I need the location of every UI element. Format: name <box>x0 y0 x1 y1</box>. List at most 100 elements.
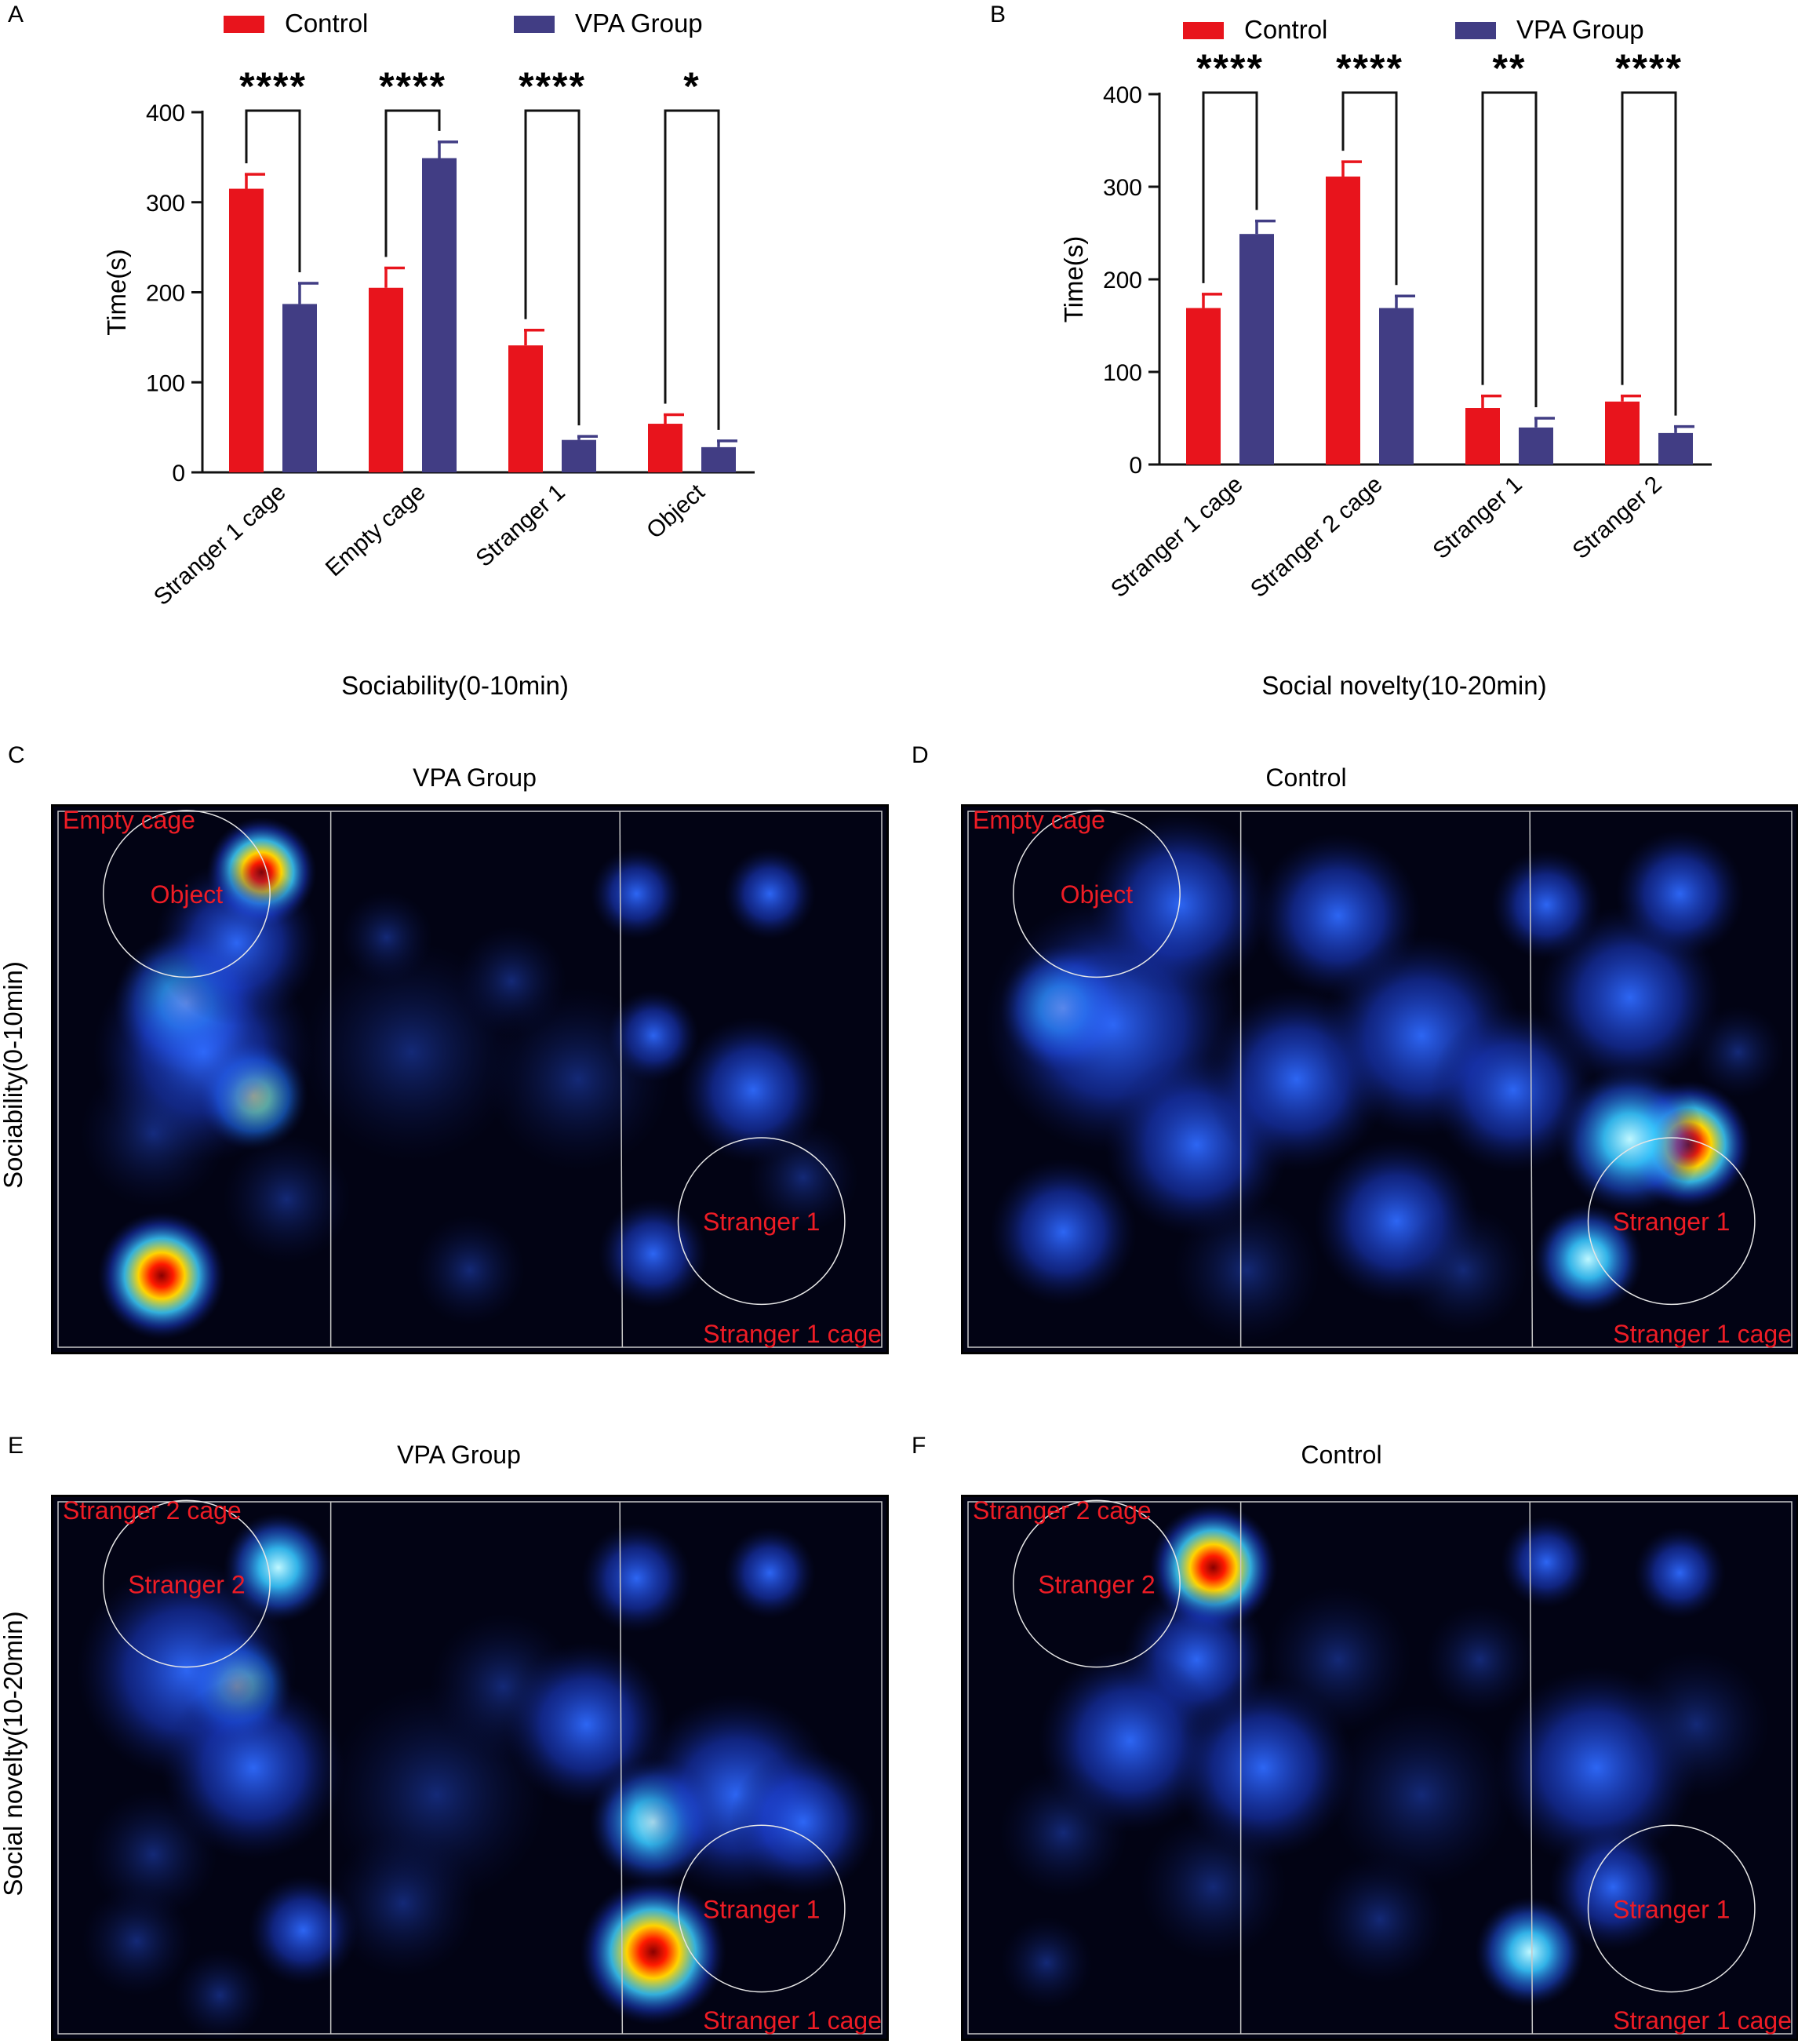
chamber-divider <box>1529 1501 1534 2035</box>
heatmap-density <box>985 813 1785 1344</box>
arena-outline <box>967 811 1793 1348</box>
y-axis-title: Time(s) <box>1059 236 1088 323</box>
significance-stars: **** <box>519 64 586 108</box>
bottom-cage-label: Stranger 1 cage <box>703 1320 882 1348</box>
significance-stars: **** <box>1196 46 1264 90</box>
legend-label: Control <box>1244 15 1327 44</box>
x-category-label: Stranger 2 <box>1567 472 1666 564</box>
density-blob <box>1330 1703 1513 1887</box>
density-blob <box>1265 1586 1412 1733</box>
x-category-label: Stranger 2 cage <box>1246 472 1388 603</box>
heatmap-title: Control <box>1301 1441 1381 1469</box>
panel-letter-d: D <box>912 742 929 768</box>
bar <box>282 304 317 472</box>
density-blob <box>989 1158 1137 1306</box>
cage-circle-top <box>102 1499 271 1668</box>
bar <box>1605 401 1640 465</box>
x-category-label: Empty cage <box>321 479 431 582</box>
legend-swatch <box>1183 22 1224 39</box>
circle-label-bottom: Stranger 1 <box>1613 1208 1730 1236</box>
y-tick-label: 0 <box>1129 453 1142 479</box>
top-cage-label: Empty cage <box>63 806 195 834</box>
density-blob <box>89 1790 218 1919</box>
significance-bracket <box>664 109 720 430</box>
y-tick-label: 400 <box>146 100 185 126</box>
cage-circle-bottom <box>677 1824 846 1993</box>
cage-circle-top <box>1012 1499 1181 1668</box>
panel-letter-e: E <box>8 1433 24 1459</box>
density-blob <box>723 1527 816 1620</box>
bar <box>1465 408 1500 465</box>
significance-stars: **** <box>379 64 446 108</box>
significance-stars: **** <box>239 64 307 108</box>
density-blob <box>222 1135 351 1264</box>
chamber-divider <box>1529 811 1534 1348</box>
significance-bracket <box>384 109 441 257</box>
heatmap-title: Control <box>1265 763 1346 792</box>
circle-label-bottom: Stranger 1 <box>703 1208 820 1236</box>
x-category-label: Stranger 1 cage <box>149 479 291 610</box>
significance-bracket <box>1481 91 1538 407</box>
density-blob <box>1140 1813 1287 1961</box>
cage-circle-bottom <box>1587 1824 1756 1993</box>
significance-bracket <box>1202 91 1258 283</box>
bar <box>1326 177 1360 465</box>
y-axis-title: Time(s) <box>102 249 131 336</box>
cage-circle-bottom <box>1587 1137 1756 1306</box>
density-blob <box>999 1769 1128 1897</box>
significance-bracket <box>245 109 301 273</box>
significance-stars: ** <box>1493 46 1527 90</box>
bar <box>1239 234 1274 465</box>
legend-label: VPA Group <box>1516 15 1644 44</box>
density-blob <box>162 1676 345 1860</box>
density-blob <box>1623 1651 1771 1798</box>
bottom-cage-label: Stranger 1 cage <box>1613 1320 1792 1348</box>
bar <box>1658 432 1693 465</box>
density-blob <box>486 987 670 1171</box>
panel-letter-b: B <box>990 2 1006 27</box>
heatmap-c: VPA Group Empty cage Object Stranger 1 Stran… <box>51 763 889 1354</box>
density-blob <box>1500 1516 1592 1609</box>
x-category-label: Stranger 1 cage <box>1106 472 1248 603</box>
legend-swatch <box>1455 22 1496 39</box>
bar <box>648 424 682 472</box>
row-label-sociability: Sociability(0-10min) <box>0 961 27 1189</box>
heatmap-density <box>999 1503 1771 2009</box>
significance-stars: * <box>683 64 700 108</box>
bar <box>369 287 403 472</box>
density-blob <box>1088 813 1272 996</box>
bar <box>508 345 543 472</box>
chart-a: Control VPA Group0100200300400Time(s)****… <box>102 9 755 700</box>
bar <box>229 188 264 472</box>
significance-bracket <box>1621 91 1677 416</box>
density-blob <box>580 1878 727 2026</box>
legend-swatch <box>514 16 555 33</box>
bar <box>422 158 457 472</box>
heatmap-f: Control Stranger 2 cage Stranger 2 Stranger… <box>961 1441 1798 2041</box>
bar <box>1379 308 1414 465</box>
density-blob <box>174 1949 266 2039</box>
y-tick-label: 100 <box>146 370 185 396</box>
cage-circle-top <box>102 810 271 978</box>
x-category-label: Object <box>642 479 710 544</box>
circle-label-bottom: Stranger 1 <box>703 1895 820 1923</box>
bottom-cage-label: Stranger 1 cage <box>1613 2006 1792 2035</box>
circle-label-top: Stranger 2 <box>1038 1570 1155 1598</box>
density-blob <box>329 1830 477 1977</box>
density-blob <box>79 1060 227 1208</box>
y-tick-label: 400 <box>1103 82 1142 108</box>
significance-bracket <box>524 109 581 426</box>
density-blob <box>414 1215 526 1325</box>
panel-letter-f: F <box>912 1433 926 1459</box>
density-blob <box>1615 829 1745 958</box>
y-tick-label: 300 <box>146 191 185 217</box>
density-blob <box>1475 1896 1585 2007</box>
legend-label: VPA Group <box>575 9 703 38</box>
y-tick-label: 100 <box>1103 360 1142 386</box>
density-blob <box>1000 1916 1093 2009</box>
density-blob <box>97 1211 226 1340</box>
y-tick-label: 200 <box>146 281 185 307</box>
top-cage-label: Stranger 2 cage <box>973 1496 1152 1525</box>
heatmap-d: Control Empty cage Object Stranger 1 Strange… <box>961 763 1798 1354</box>
legend-label: Control <box>285 9 368 38</box>
